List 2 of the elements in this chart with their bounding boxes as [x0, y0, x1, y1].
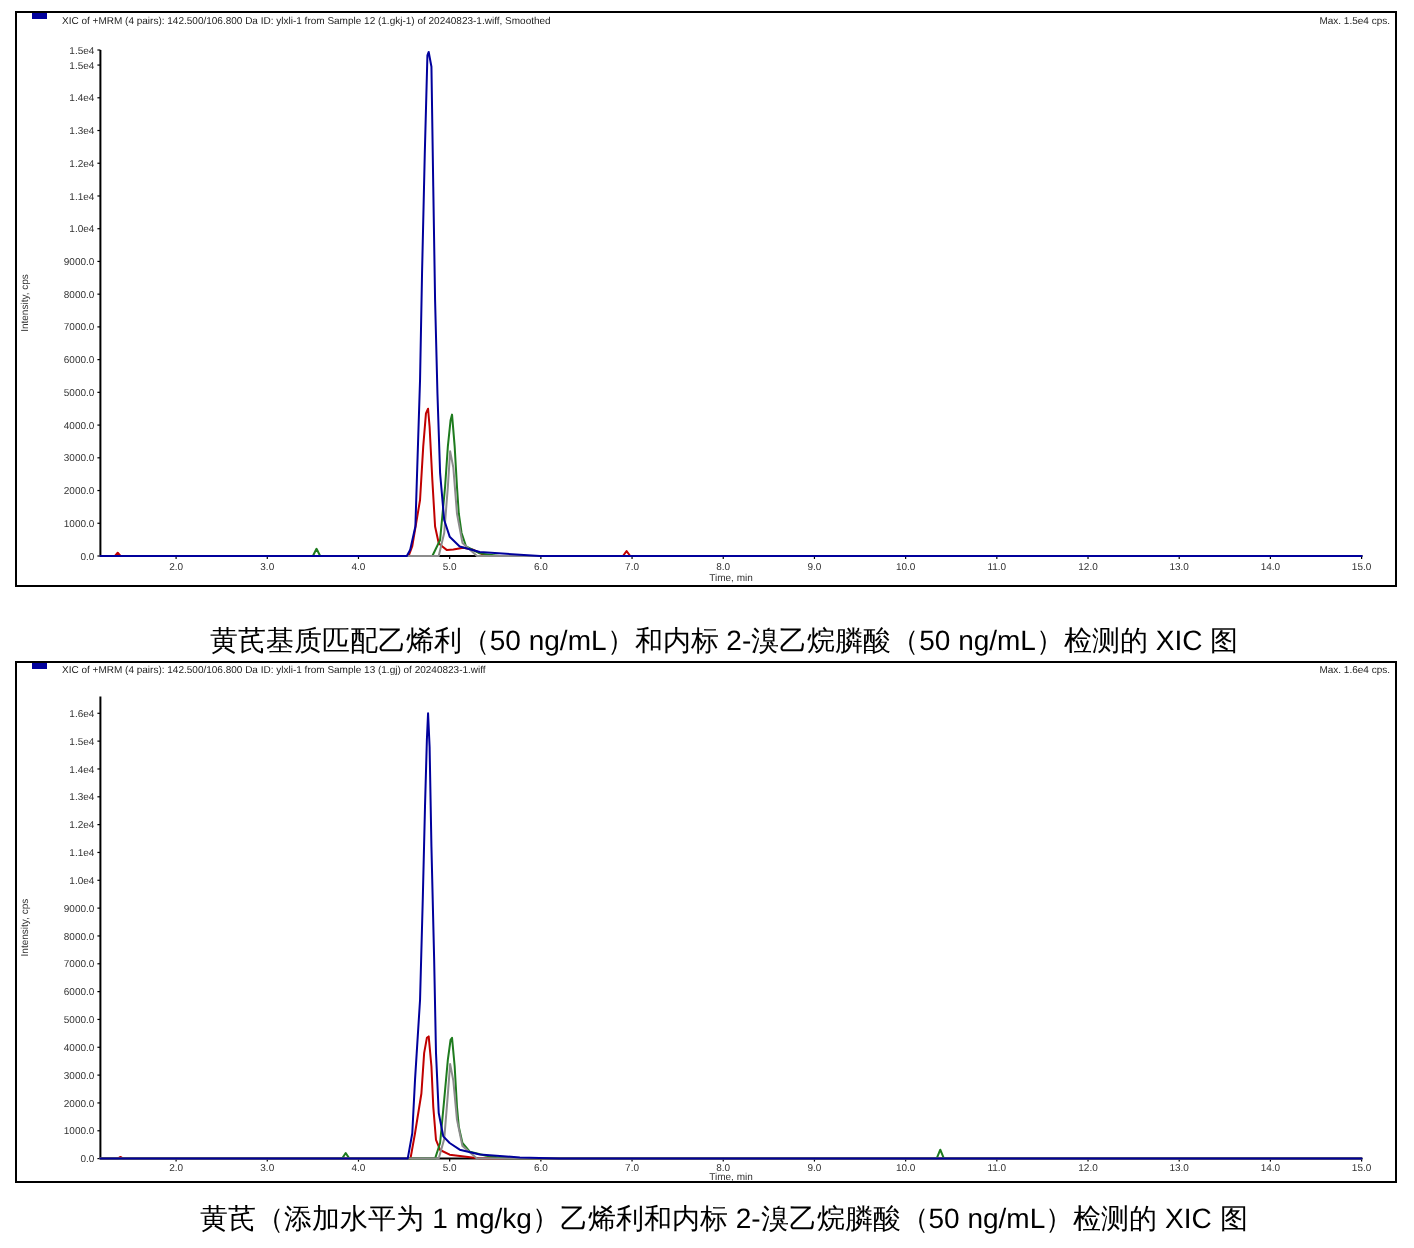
text: 黄芪基质匹配乙烯利（50 ng/mL）和内标 2-溴乙烷膦酸（50 ng/mL）检测的 XIC 图	[209, 624, 1239, 656]
text: 黄芪（添加水平为 1 mg/kg）乙烯利和内标 2-溴乙烷膦酸（50 ng/mL）检测的 XIC 图	[200, 1202, 1248, 1234]
